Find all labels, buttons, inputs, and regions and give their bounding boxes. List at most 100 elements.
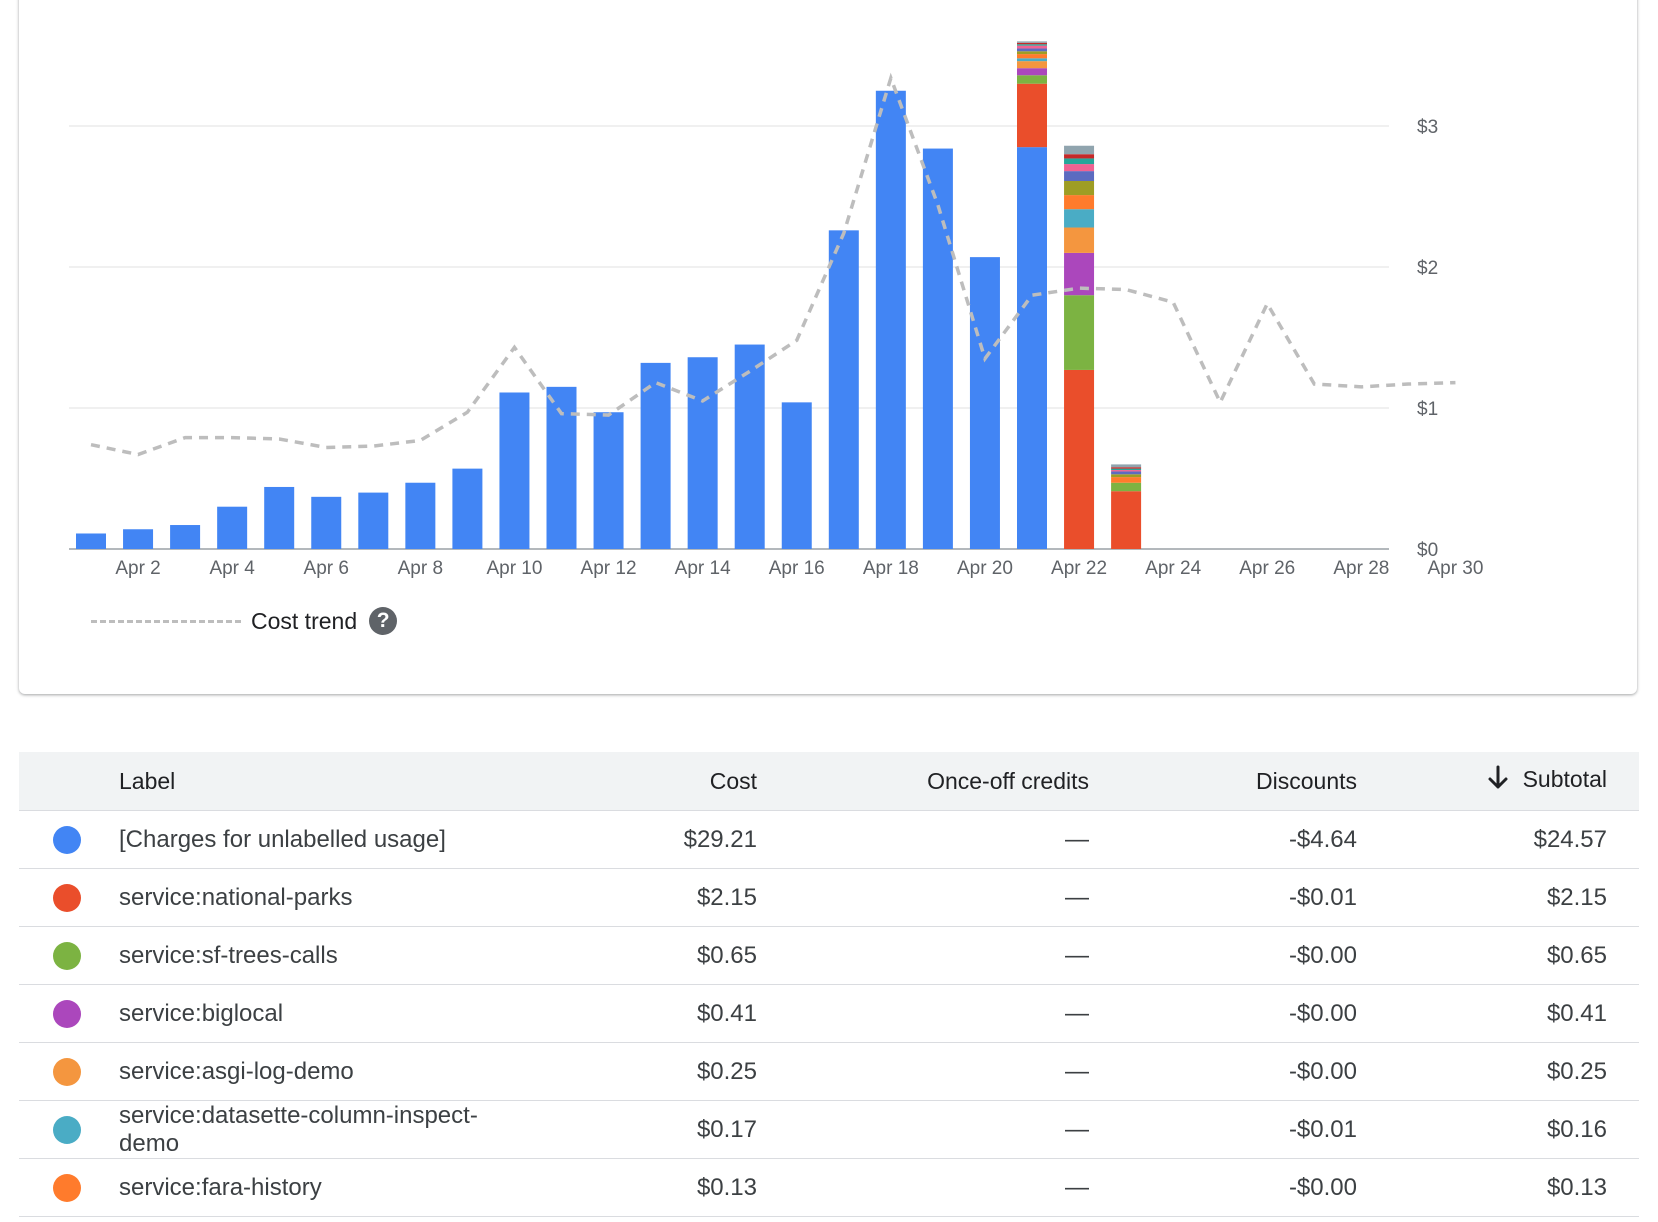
x-tick-label: Apr 4 [209,558,255,579]
row-label: service:asgi-log-demo [119,1042,537,1101]
bar-segment [499,392,530,549]
row-subtotal: $24.57 [1389,810,1639,869]
bar-segment [969,257,1000,549]
help-icon[interactable]: ? [369,607,398,635]
header-discounts[interactable]: Discounts [1121,752,1389,811]
bar-segment [1017,42,1047,45]
bar-segment [1064,145,1095,155]
row-discounts: -$4.64 [1121,810,1389,869]
bar-segment [1111,468,1142,471]
x-tick-label: Apr 2 [115,558,160,579]
x-tick-label: Apr 16 [769,558,825,579]
bar-segment [1017,147,1047,549]
row-discounts: -$0.00 [1121,1158,1389,1217]
table-row[interactable]: service:asgi-log-demo $0.25— -$0.00 $0.25 [19,1042,1639,1101]
bar-segment [1064,195,1095,210]
x-tick-label: Apr 22 [1051,558,1107,579]
bar-segment [76,533,106,549]
sort-arrow-down-icon[interactable] [1487,765,1509,797]
bar-segment [1111,470,1142,472]
table-row[interactable]: [Charges for unlabelled usage] $29.21— -$4… [19,810,1639,869]
row-subtotal: $0.25 [1389,1042,1639,1101]
bar-segment [217,506,248,549]
row-color-cell [19,1100,119,1159]
x-tick-label: Apr 30 [1427,558,1483,579]
bar-segment [1017,54,1047,59]
x-tick-label: Apr 18 [863,558,919,579]
x-tick-label: Apr 10 [486,558,542,579]
row-label: service:sf-trees-calls [119,926,537,985]
bar-segment [1111,467,1142,469]
bar-segment [922,148,953,549]
row-label: service:fara-history [119,1158,537,1217]
cost-breakdown-table: Label Cost Once-off credits Discounts Su… [19,752,1639,1217]
cost-trend-legend-swatch [91,619,241,623]
row-color-cell [19,1042,119,1101]
row-color-cell [19,926,119,985]
bar-segment [1111,471,1142,475]
bar-segment [1017,51,1047,55]
row-label: service:datasette-column-inspect-demo [119,1100,537,1159]
row-discounts: -$0.01 [1121,868,1389,927]
row-cost: $0.13 [537,1158,789,1217]
bar-segment [1064,295,1095,370]
row-cost: $0.65 [537,926,789,985]
header-cost[interactable]: Cost [537,752,789,811]
row-once-off-credits: — [789,984,1121,1043]
row-subtotal: $0.16 [1389,1100,1639,1159]
table-row[interactable]: service:national-parks $2.15— -$0.01 $2.15 [19,868,1639,927]
bar-segment [1111,464,1142,468]
table-header-row: Label Cost Once-off credits Discounts Su… [19,752,1639,811]
row-label: service:national-parks [119,868,537,927]
header-label[interactable]: Label [119,752,537,811]
bar-segment [640,362,671,549]
table-row[interactable]: service:sf-trees-calls $0.65— -$0.00 $0.65 [19,926,1639,985]
header-subtotal-label: Subtotal [1522,766,1607,793]
x-tick-label: Apr 8 [398,558,443,579]
bar-segment [1017,75,1047,84]
table-row[interactable]: service:fara-history $0.13— -$0.00 $0.13 [19,1158,1639,1217]
bar-segment [828,230,859,549]
table-row[interactable]: service:biglocal $0.41— -$0.00 $0.41 [19,984,1639,1043]
x-tick-label: Apr 20 [957,558,1013,579]
row-subtotal: $0.41 [1389,984,1639,1043]
row-label: [Charges for unlabelled usage] [119,810,537,869]
row-discounts: -$0.00 [1121,984,1389,1043]
bar-segment [1017,41,1047,43]
bar-segment [405,482,436,549]
bar-segment [311,496,342,549]
cost-trend-line [90,72,1456,457]
row-color-cell [19,810,119,869]
bar-segment [264,486,295,549]
bar-segment [781,402,812,549]
bar-segment [1017,58,1047,62]
row-subtotal: $0.13 [1389,1158,1639,1217]
bar-segment [170,525,201,549]
header-once-off-credits[interactable]: Once-off credits [789,752,1121,811]
bar-segment [687,357,718,549]
x-tick-label: Apr 14 [675,558,731,579]
cost-chart: $0 $1 $2 $3 Apr 2 Apr 4 Apr 6 Apr 8 Apr 10 Apr 12… [69,41,1483,579]
cost-chart-card: $0 $1 $2 $3 Apr 2 Apr 4 Apr 6 Apr 8 Apr 10 Apr 12… [19,0,1637,694]
row-discounts: -$0.00 [1121,926,1389,985]
bar-segment [1111,482,1142,492]
bar-segment [1064,158,1095,165]
series-color-dot [53,941,81,970]
row-discounts: -$0.01 [1121,1100,1389,1159]
row-subtotal: $0.65 [1389,926,1639,985]
y-tick-label: $1 [1417,399,1438,420]
bar-segment [1064,171,1095,181]
series-color-dot [53,999,81,1028]
series-color-dot [53,1115,81,1144]
bar-segment [1064,209,1095,228]
bar-segment [1111,491,1142,549]
header-subtotal[interactable]: Subtotal [1389,752,1639,811]
series-color-dot [53,1173,81,1202]
table-row[interactable]: service:datasette-column-inspect-demo $0.… [19,1100,1639,1159]
y-tick-label: $3 [1417,117,1438,138]
bar-segment [1017,83,1047,148]
row-color-cell [19,984,119,1043]
row-once-off-credits: — [789,868,1121,927]
bar-segment [1017,44,1047,46]
bar-segment [1017,48,1047,52]
